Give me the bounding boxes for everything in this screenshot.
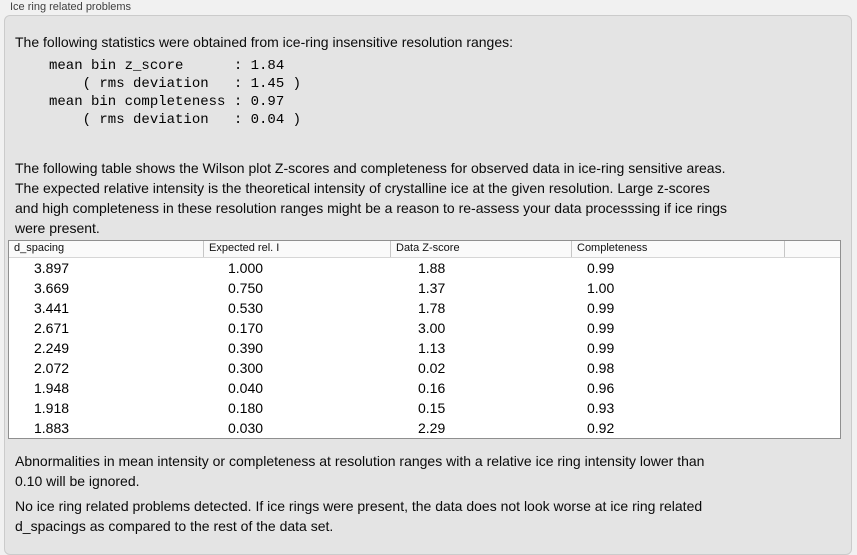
ignore-note-text: Abnormalities in mean intensity or compl… — [15, 453, 705, 489]
cell-data-z-score: 1.78 — [418, 300, 446, 316]
cell-data-z-score: 0.02 — [418, 360, 446, 376]
cell-expected-rel-i: 0.030 — [228, 420, 264, 436]
table-row[interactable]: 1.883 0.030 2.29 0.92 — [9, 418, 840, 438]
cell-expected-rel-i: 0.040 — [228, 380, 264, 396]
cell-data-z-score: 0.15 — [418, 400, 446, 416]
groupbox-title: Ice ring related problems — [10, 1, 132, 13]
cell-data-z-score: 1.13 — [418, 340, 446, 356]
conclusion-text: No ice ring related problems detected. I… — [15, 498, 703, 534]
column-header-empty — [784, 241, 840, 257]
cell-d-spacing: 1.918 — [34, 400, 70, 416]
cell-d-spacing: 2.072 — [34, 360, 70, 376]
table-row[interactable]: 3.441 0.530 1.78 0.99 — [9, 298, 840, 318]
cell-completeness: 0.96 — [587, 380, 615, 396]
cell-data-z-score: 0.16 — [418, 380, 446, 396]
cell-completeness: 0.93 — [587, 400, 615, 416]
table-header-row: d_spacing Expected rel. I Data Z-score C… — [9, 241, 840, 258]
cell-d-spacing: 1.948 — [34, 380, 70, 396]
stats-block: mean bin z_score : 1.84 ( rms deviation … — [49, 58, 302, 128]
cell-expected-rel-i: 0.180 — [228, 400, 264, 416]
cell-d-spacing: 3.669 — [34, 280, 70, 296]
column-header-expected-rel-i[interactable]: Expected rel. I — [203, 241, 390, 257]
ice-ring-table: d_spacing Expected rel. I Data Z-score C… — [8, 240, 841, 439]
cell-expected-rel-i: 0.300 — [228, 360, 264, 376]
cell-completeness: 0.92 — [587, 420, 615, 436]
column-header-data-z-score[interactable]: Data Z-score — [390, 241, 571, 257]
table-row[interactable]: 1.918 0.180 0.15 0.93 — [9, 398, 840, 418]
table-row[interactable]: 2.072 0.300 0.02 0.98 — [9, 358, 840, 378]
table-row[interactable]: 1.948 0.040 0.16 0.96 — [9, 378, 840, 398]
cell-expected-rel-i: 0.390 — [228, 340, 264, 356]
cell-expected-rel-i: 1.000 — [228, 260, 264, 276]
ice-ring-groupbox: The following statistics were obtained f… — [4, 15, 852, 555]
cell-completeness: 0.98 — [587, 360, 615, 376]
column-header-completeness[interactable]: Completeness — [571, 241, 784, 257]
cell-d-spacing: 2.249 — [34, 340, 70, 356]
table-row[interactable]: 3.669 0.750 1.37 1.00 — [9, 278, 840, 298]
cell-data-z-score: 1.37 — [418, 280, 446, 296]
cell-expected-rel-i: 0.750 — [228, 280, 264, 296]
column-header-d-spacing[interactable]: d_spacing — [14, 242, 65, 254]
cell-completeness: 1.00 — [587, 280, 615, 296]
cell-completeness: 0.99 — [587, 260, 615, 276]
table-row[interactable]: 2.249 0.390 1.13 0.99 — [9, 338, 840, 358]
cell-expected-rel-i: 0.170 — [228, 320, 264, 336]
table-row[interactable]: 3.897 1.000 1.88 0.99 — [9, 258, 840, 278]
cell-completeness: 0.99 — [587, 340, 615, 356]
cell-data-z-score: 2.29 — [418, 420, 446, 436]
cell-expected-rel-i: 0.530 — [228, 300, 264, 316]
cell-completeness: 0.99 — [587, 300, 615, 316]
table-body: 3.897 1.000 1.88 0.99 3.669 0.750 1.37 1… — [9, 258, 840, 438]
cell-completeness: 0.99 — [587, 320, 615, 336]
cell-data-z-score: 1.88 — [418, 260, 446, 276]
stats-intro-text: The following statistics were obtained f… — [15, 34, 514, 50]
table-description-text: The following table shows the Wilson plo… — [15, 160, 728, 236]
table-row[interactable]: 2.671 0.170 3.00 0.99 — [9, 318, 840, 338]
cell-d-spacing: 1.883 — [34, 420, 70, 436]
cell-data-z-score: 3.00 — [418, 320, 446, 336]
cell-d-spacing: 3.897 — [34, 260, 70, 276]
cell-d-spacing: 3.441 — [34, 300, 70, 316]
cell-d-spacing: 2.671 — [34, 320, 70, 336]
